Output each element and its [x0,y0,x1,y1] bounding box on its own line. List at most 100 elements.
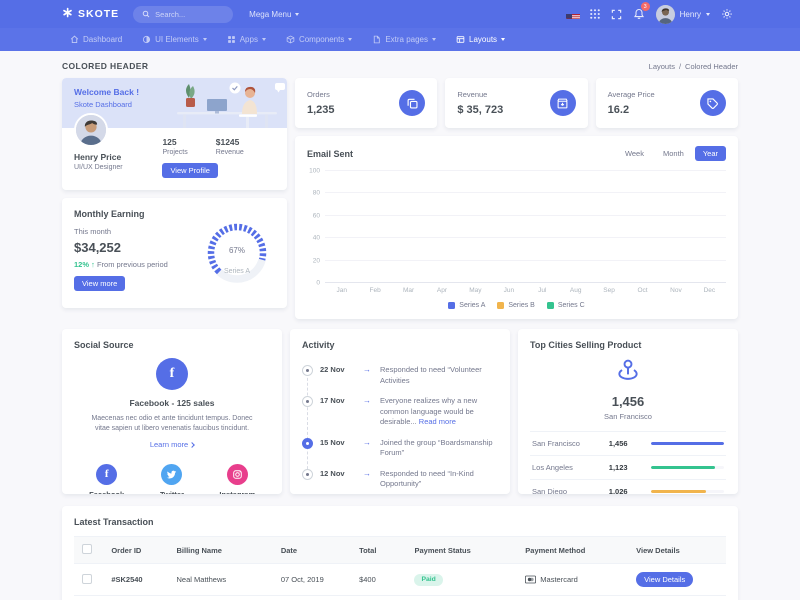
nav-item-layouts[interactable]: Layouts [446,28,515,51]
cube-icon [286,35,295,44]
gear-icon [722,9,732,19]
fullscreen-button[interactable] [606,0,628,28]
fullscreen-icon [611,9,622,19]
toggle-month[interactable]: Month [662,149,684,158]
activity-text: Joined the group “Boardsmanship Forum” [380,438,498,459]
nav-item-components[interactable]: Components [276,28,362,51]
notifications-button[interactable]: 3 [628,0,650,28]
arrow-right-icon: → [363,437,371,447]
table-header: Payment Method [517,536,629,564]
arrow-up-icon: ↑ [91,260,95,269]
nav-item-extra-pages[interactable]: Extra pages [362,28,446,51]
order-id: #SK2540 [103,563,169,596]
instagram-icon [226,464,248,486]
x-tick-label: Feb [369,287,381,294]
row-checkbox[interactable] [82,573,92,584]
table-row: #SK2540 Neal Matthews 07 Oct, 2019 $400 Paid… [74,563,726,596]
language-flag-button[interactable] [562,0,584,28]
payment-method: Mastercard [525,575,620,584]
nav-item-label: UI Elements [155,35,199,44]
welcome-title: Welcome Back ! [74,87,140,97]
timeline-dot-icon [302,468,313,480]
email-sent-chart: 0 20 40 60 80 100 [307,168,726,287]
apps-grid-button[interactable] [584,0,606,28]
latest-transaction-title: Latest Transaction [74,517,154,527]
stat-label: Revenue [457,90,488,99]
select-all-checkbox[interactable] [82,544,92,554]
city-progress-bar [651,466,724,469]
city-value: 1,456 [608,439,628,448]
x-tick-label: Sep [603,287,615,294]
y-tick-label: 0 [316,279,320,287]
toggle-year[interactable]: Year [694,146,726,161]
breadcrumb-current: Colored Header [685,61,738,71]
social-item-twitter[interactable]: Twitter112 sales [139,464,204,494]
social-description: Maecenas nec odio et ante tincidunt temp… [91,415,253,433]
user-name: Henry [679,9,701,19]
facebook-icon: f [96,464,118,486]
x-tick-label: May [469,287,482,294]
learn-more-label: Learn more [149,440,189,450]
legend-label: Series A [459,302,486,309]
breadcrumb-parent[interactable]: Layouts [648,61,675,71]
timeline-dot-icon [302,396,313,407]
activity-date: 17 Nov [320,396,345,405]
activity-item: 12 Nov → Responded to need “In-Kind Opport… [302,464,498,495]
gridline [325,237,726,239]
city-row-san-diego: San Diego 1,026 [530,479,726,494]
stat-value: 1,235 [307,104,335,116]
x-tick-label: Aug [569,287,582,294]
social-item-instagram[interactable]: Instagram104 sales [205,464,270,494]
learn-more-link[interactable]: Learn more [149,440,196,450]
x-tick-label: Nov [670,287,682,294]
billing-name: Jamal Burnett [168,595,273,600]
earning-gauge: 67% Series A [199,209,275,297]
stat-icon-circle [699,90,726,116]
settings-button[interactable] [716,0,738,28]
read-more-link[interactable]: Read more [418,417,456,426]
revenue-label: Revenue [215,149,244,156]
user-menu-button[interactable]: Henry [655,4,710,24]
activity-item: 17 Nov → Everyone realizes why a new commo… [302,391,498,433]
activity-date: 15 Nov [320,437,345,447]
nav-item-apps[interactable]: Apps [217,28,276,51]
social-item-facebook[interactable]: fFacebook125 sales [74,464,139,494]
table-header: Order ID [103,536,169,564]
toggle-week[interactable]: Week [624,149,644,158]
activity-text-body: Everyone realizes why a new common langu… [380,396,478,426]
gridline [325,192,726,194]
stat-value: 16.2 [607,104,630,116]
social-source-card: Social Source f Facebook - 125 sales Mae… [62,329,282,494]
arrow-right-icon: → [363,468,371,478]
view-details-button[interactable]: View Details [636,572,694,587]
map-pin-icon [618,359,638,380]
search-box[interactable] [133,5,234,23]
timeline-dot-icon [302,365,313,376]
notification-badge: 3 [640,2,650,11]
x-tick-label: Mar [402,287,415,294]
nav-item-label: Apps [239,35,258,44]
revenue-value: $1245 [215,137,240,147]
view-more-button[interactable]: View more [74,276,126,291]
nav-item-dashboard[interactable]: Dashboard [60,28,132,51]
twitter-icon [161,464,183,486]
social-name: Instagram [205,490,270,494]
gridline [325,170,726,171]
mega-menu-button[interactable]: Mega Menu [249,10,300,19]
layout-icon [456,35,465,44]
stat-label: Average Price [607,90,655,99]
nav-item-ui-elements[interactable]: UI Elements [132,28,217,51]
stat-card-orders: Orders 1,235 [295,78,438,128]
legend-item: Series C [546,302,585,309]
us-flag-icon [565,10,580,19]
legend-item: Series A [448,302,485,309]
page-title: COLORED HEADER [62,61,149,71]
gauge-percent: 67% [228,245,245,255]
x-tick-label: Jun [503,287,515,294]
search-input[interactable] [155,9,226,19]
x-tick-label: Dec [703,287,716,294]
view-profile-button[interactable]: View Profile [162,163,218,178]
brand[interactable]: SKOTE [62,5,119,23]
activity-date: 12 Nov [320,468,345,478]
